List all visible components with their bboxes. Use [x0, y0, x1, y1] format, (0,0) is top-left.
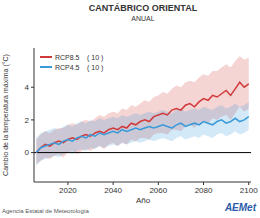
- svg-text:0: 0: [25, 148, 30, 157]
- html-text:RCP8.5: RCP8.5: [55, 53, 80, 61]
- svg-text:2020: 2020: [59, 186, 77, 195]
- html-text:ANUAL: ANUAL: [131, 15, 155, 22]
- svg-text:2100: 2100: [240, 186, 252, 195]
- svg-text:Cambio de la temperatura máxim: Cambio de la temperatura máxima (°C): [8, 54, 10, 176]
- svg-text:4: 4: [25, 83, 30, 92]
- html-text:RCP4.5: RCP4.5: [55, 63, 80, 71]
- html-text:CANTÁBRICO ORIENTAL: CANTÁBRICO ORIENTAL: [88, 3, 198, 13]
- svg-text:2: 2: [25, 116, 30, 125]
- html-text:AEMet: AEMet: [224, 202, 256, 213]
- html-text:( 10 ): ( 10 ): [87, 63, 104, 71]
- html-text:Agencia Estatal de Meteorologí: Agencia Estatal de Meteorología: [2, 208, 89, 214]
- svg-text:2080: 2080: [195, 186, 213, 195]
- html-text:Año: Año: [135, 196, 151, 205]
- html-text:( 10 ): ( 10 ): [87, 53, 104, 61]
- svg-text:2060: 2060: [149, 186, 167, 195]
- svg-text:2040: 2040: [104, 186, 122, 195]
